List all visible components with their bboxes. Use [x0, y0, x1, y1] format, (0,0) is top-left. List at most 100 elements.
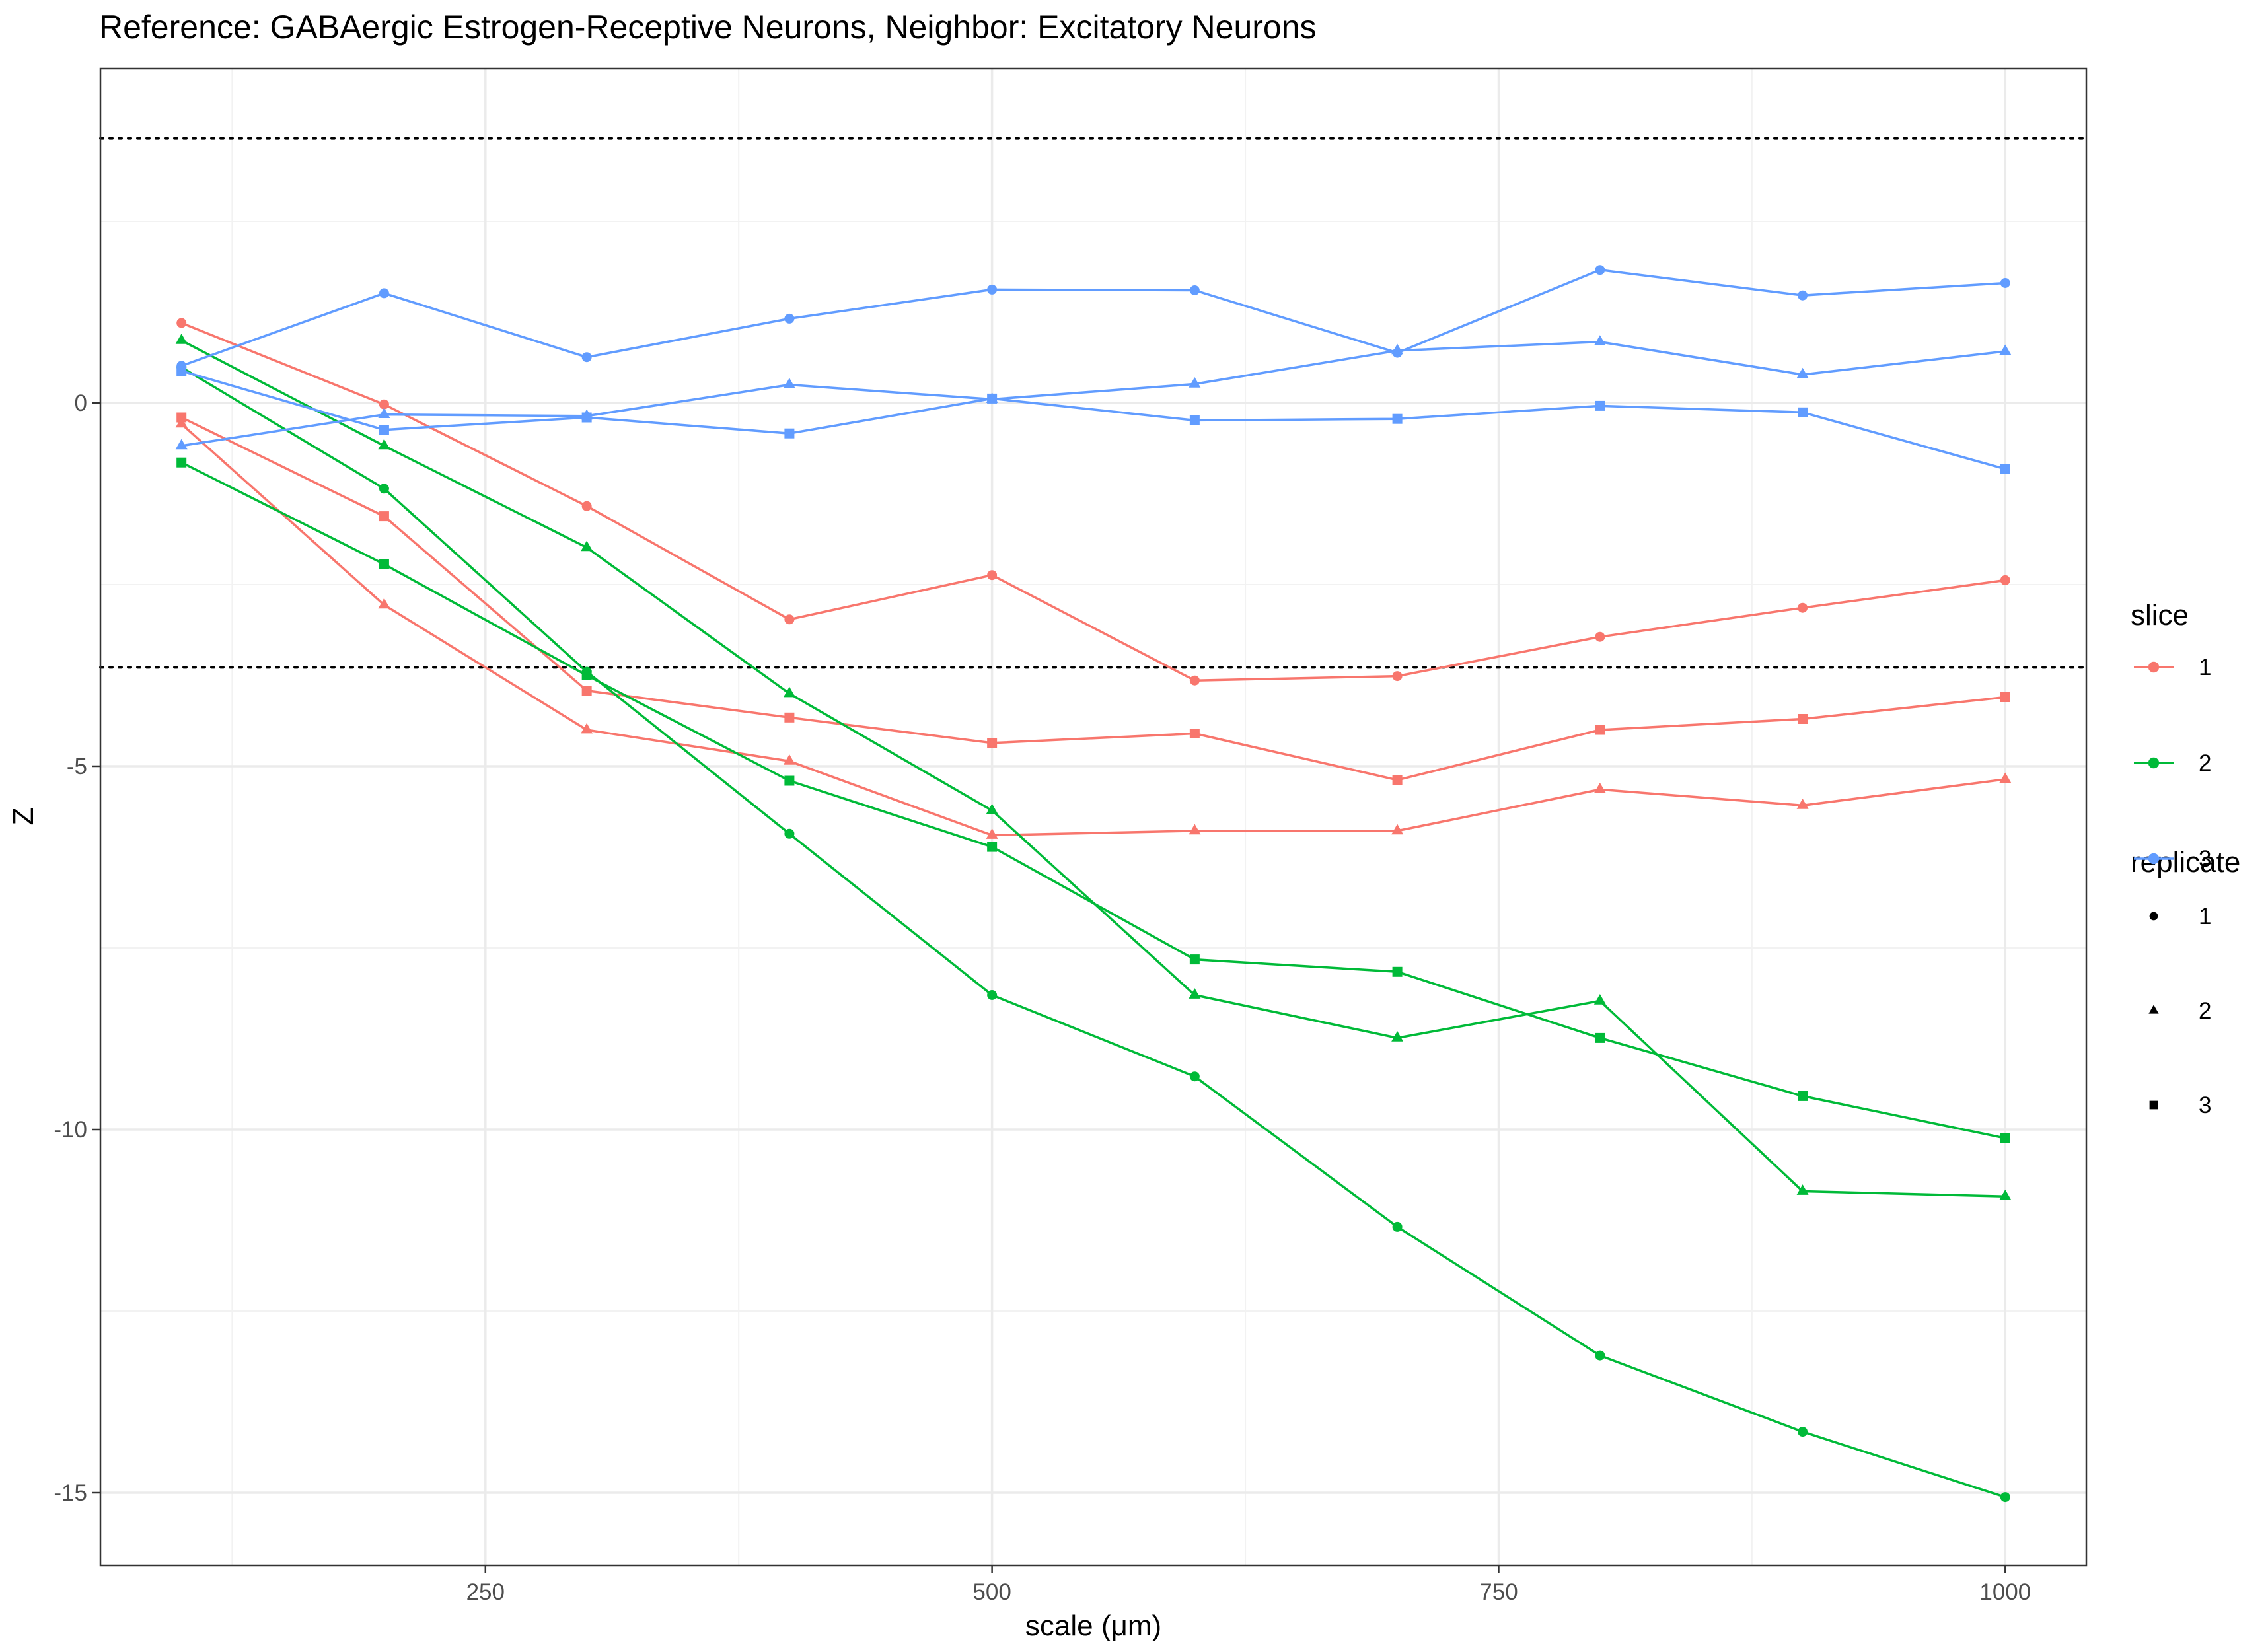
- data-point-slice-2-replicate-1: [987, 990, 998, 1000]
- data-point-slice-2-replicate-3: [2000, 1133, 2010, 1143]
- data-point-slice-1-replicate-3: [987, 738, 998, 748]
- data-point-slice-2-replicate-2: [783, 686, 795, 698]
- y-tick-label: 0: [75, 390, 87, 416]
- data-point-slice-2-replicate-2: [1189, 988, 1201, 999]
- legend: slice replicate 1 2 3 1 2 3: [2131, 599, 2240, 1118]
- legend-replicate-items: 1 2 3: [2148, 904, 2211, 1118]
- data-point-slice-1-replicate-3: [2000, 692, 2010, 702]
- data-point-slice-1-replicate-2: [1189, 824, 1201, 835]
- data-point-slice-1-replicate-2: [986, 828, 998, 839]
- y-tick-label: -15: [54, 1480, 87, 1506]
- data-point-slice-2-replicate-1: [1189, 1071, 1200, 1082]
- data-point-slice-2-replicate-1: [1798, 1427, 1808, 1437]
- data-point-slice-1-replicate-3: [379, 511, 389, 522]
- chart-title: Reference: GABAergic Estrogen-Receptive …: [99, 9, 1317, 46]
- data-point-slice-2-replicate-2: [581, 540, 593, 552]
- data-point-slice-3-replicate-3: [1595, 400, 1605, 411]
- data-point-slice-3-replicate-1: [581, 352, 592, 363]
- data-point-slice-2-replicate-3: [784, 775, 795, 786]
- data-point-slice-3-replicate-3: [784, 428, 795, 439]
- x-axis-label: scale (μm): [1025, 1610, 1161, 1642]
- data-point-slice-1-replicate-2: [1796, 799, 1809, 809]
- data-point-slice-3-replicate-2: [1593, 335, 1606, 345]
- data-point-slice-1-replicate-3: [784, 712, 795, 723]
- data-point-slice-1-replicate-3: [581, 686, 592, 696]
- data-point-slice-2-replicate-3: [1189, 954, 1200, 965]
- series-line-slice-1-replicate-1: [181, 322, 2006, 682]
- data-point-slice-2-replicate-2: [1593, 993, 1606, 1005]
- data-point-slice-2-replicate-1: [784, 828, 795, 839]
- data-point-slice-2-replicate-3: [1595, 1032, 1605, 1043]
- y-tick-label: -5: [67, 754, 87, 779]
- data-point-slice-3-replicate-1: [1189, 285, 1200, 295]
- data-point-slice-1-replicate-3: [176, 412, 187, 423]
- x-tick-label: 250: [466, 1579, 505, 1605]
- legend-slice-label: 2: [2199, 750, 2211, 776]
- x-axis: 250 500 750 1000: [466, 1565, 2031, 1605]
- data-point-slice-3-replicate-2: [378, 408, 390, 418]
- data-point-slice-2-replicate-1: [1595, 1350, 1605, 1361]
- series-line-slice-3-replicate-3: [181, 369, 2006, 470]
- data-point-slice-1-replicate-1: [1392, 671, 1403, 682]
- data-point-slice-3-replicate-2: [783, 378, 795, 388]
- data-point-slice-3-replicate-3: [379, 425, 389, 435]
- data-point-slice-1-replicate-2: [783, 754, 795, 765]
- data-point-slice-2-replicate-3: [1798, 1091, 1808, 1101]
- legend-slice-title: slice: [2131, 599, 2189, 631]
- data-point-slice-1-replicate-1: [1798, 602, 1808, 613]
- legend-replicate-key-square: [2149, 1100, 2158, 1110]
- series-line-slice-3-replicate-1: [181, 268, 2006, 367]
- data-point-slice-2-replicate-3: [987, 842, 998, 852]
- y-axis-label: Z: [7, 808, 40, 826]
- data-point-slice-3-replicate-3: [176, 366, 187, 376]
- data-point-slice-1-replicate-1: [2000, 575, 2010, 585]
- data-point-slice-3-replicate-2: [1391, 343, 1404, 355]
- x-tick-label: 500: [972, 1579, 1011, 1605]
- data-point-slice-2-replicate-3: [379, 559, 389, 569]
- data-point-slice-3-replicate-1: [1798, 290, 1808, 301]
- legend-slice-items: 1 2 3: [2134, 655, 2211, 872]
- legend-slice-key-point: [2148, 853, 2160, 865]
- legend-replicate-key-circle: [2149, 912, 2158, 921]
- data-point-slice-1-replicate-2: [378, 598, 390, 609]
- data-point-slice-1-replicate-3: [1798, 714, 1808, 724]
- series-line-slice-1-replicate-3: [180, 416, 2006, 781]
- data-point-slice-3-replicate-1: [987, 284, 998, 295]
- data-point-slice-3-replicate-3: [1798, 407, 1808, 417]
- series-line-slice-2-replicate-1: [180, 366, 2006, 1499]
- data-point-slice-2-replicate-3: [1392, 966, 1403, 977]
- data-point-slice-1-replicate-1: [987, 570, 998, 581]
- data-point-slice-1-replicate-1: [581, 501, 592, 511]
- data-point-slice-3-replicate-3: [581, 412, 592, 423]
- data-point-slice-2-replicate-2: [1796, 1184, 1809, 1195]
- data-point-slice-1-replicate-1: [176, 318, 187, 328]
- data-point-slice-1-replicate-1: [784, 614, 795, 625]
- data-point-slice-3-replicate-3: [987, 393, 998, 404]
- series-line-slice-3-replicate-2: [181, 340, 2006, 447]
- data-point-slice-1-replicate-3: [1595, 725, 1605, 735]
- data-point-slice-3-replicate-2: [1189, 377, 1201, 388]
- legend-replicate-label: 1: [2199, 904, 2211, 929]
- data-point-slice-3-replicate-1: [784, 313, 795, 324]
- legend-slice-key-point: [2148, 661, 2160, 673]
- y-axis: 0 -5 -10 -15: [54, 390, 100, 1506]
- data-point-slice-2-replicate-2: [1391, 1031, 1404, 1042]
- data-point-slice-2-replicate-2: [378, 439, 390, 450]
- legend-replicate-key-triangle: [2148, 1005, 2159, 1014]
- data-point-slice-3-replicate-2: [1796, 367, 1809, 378]
- data-point-slice-3-replicate-1: [379, 288, 389, 299]
- data-point-slice-2-replicate-2: [175, 334, 188, 344]
- data-point-slice-2-replicate-2: [986, 803, 998, 814]
- data-point-slice-1-replicate-2: [581, 723, 593, 734]
- reference-lines: [99, 137, 2088, 669]
- plot-panel-border: [99, 67, 2088, 1567]
- data-point-slice-3-replicate-3: [2000, 464, 2010, 474]
- data-point-slice-2-replicate-3: [176, 457, 187, 468]
- legend-replicate-title: replicate: [2131, 846, 2240, 878]
- x-tick-label: 1000: [1979, 1579, 2031, 1605]
- data-point-slice-2-replicate-2: [1999, 1189, 2012, 1200]
- data-point-slice-1-replicate-3: [1392, 775, 1403, 785]
- data-point-slice-2-replicate-1: [2000, 1492, 2010, 1503]
- major-gridlines: [100, 69, 2086, 1565]
